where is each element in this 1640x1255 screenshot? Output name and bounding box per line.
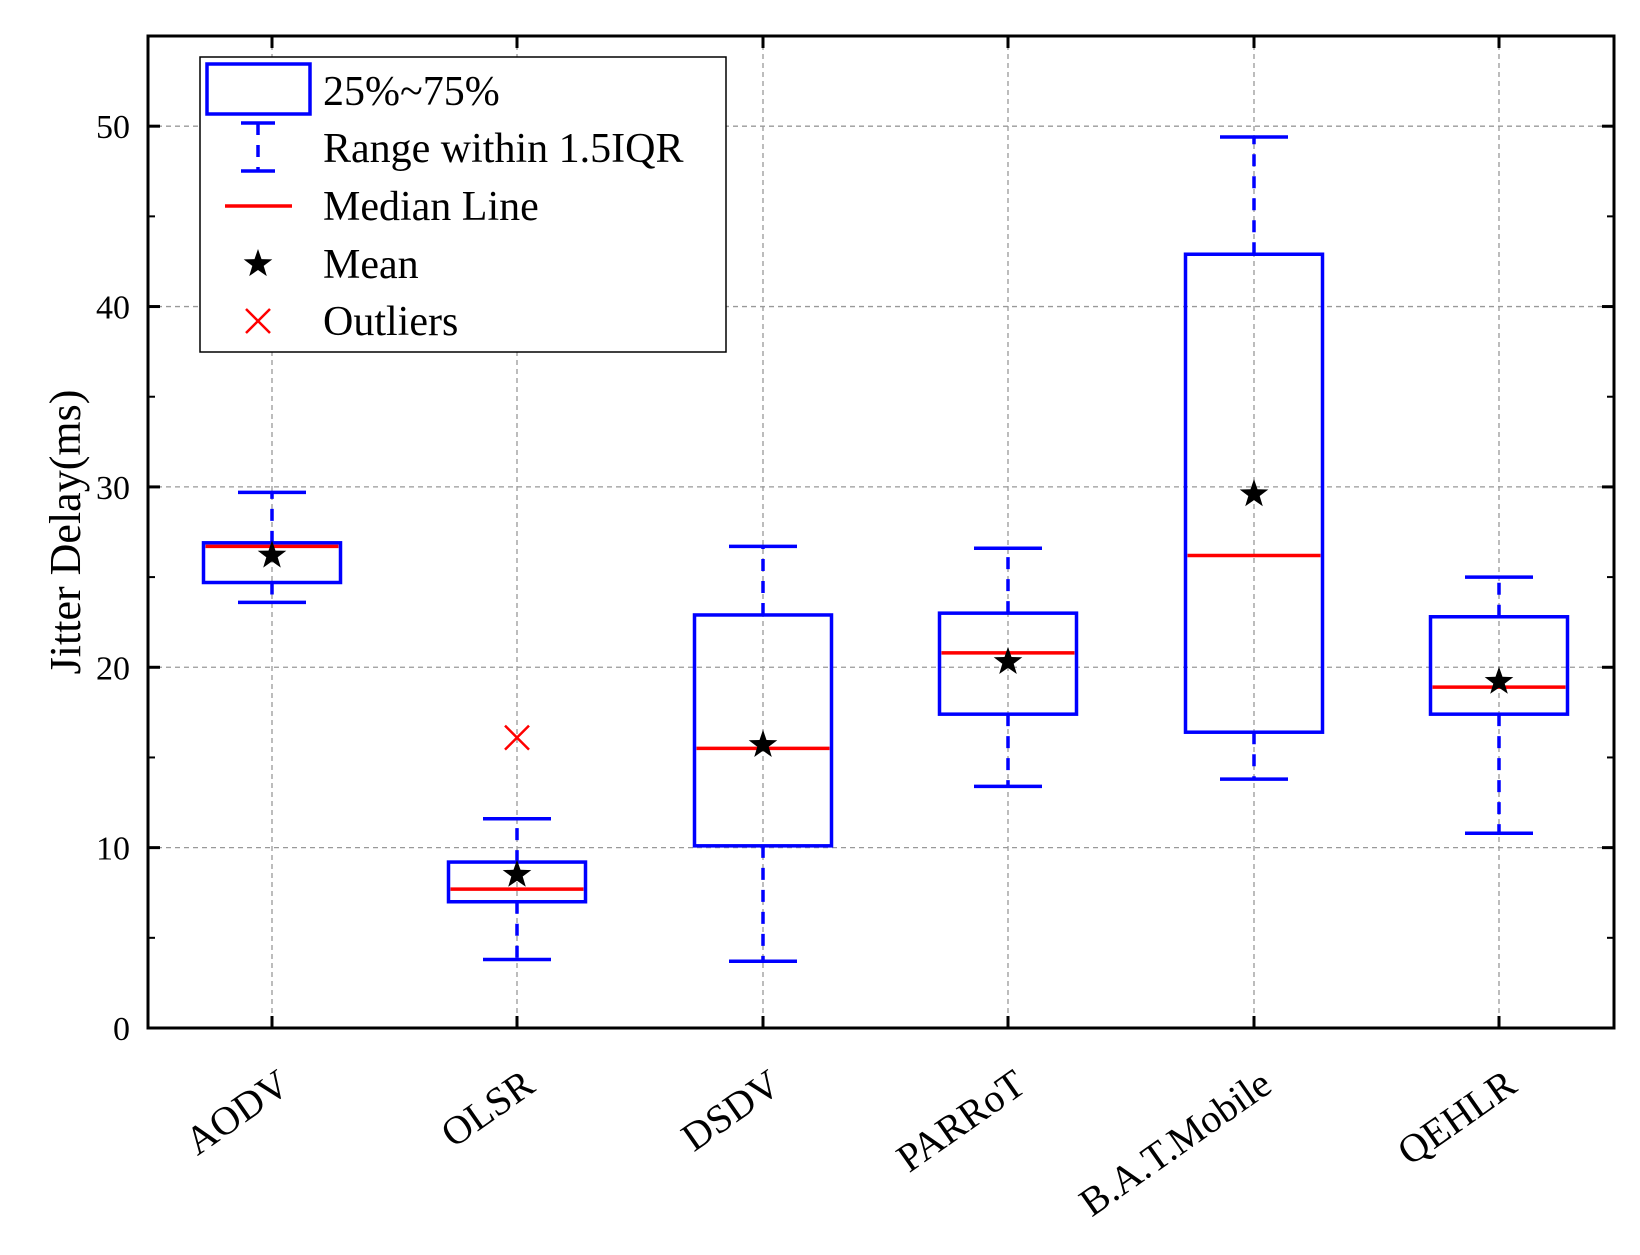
mean-marker xyxy=(502,859,532,887)
mean-marker xyxy=(993,646,1023,674)
iqr-box xyxy=(1428,615,1570,716)
box-aodv xyxy=(201,490,343,605)
x-category-label: AODV xyxy=(177,1060,298,1163)
legend-item-median: Median Line xyxy=(225,184,539,230)
x-category-label: DSDV xyxy=(673,1060,788,1159)
mean-marker xyxy=(1239,479,1269,507)
box-dsdv xyxy=(692,544,834,964)
legend-item-box: 25%~75% xyxy=(205,62,500,116)
y-tick-label: 50 xyxy=(96,109,130,146)
legend-mean-swatch xyxy=(243,249,273,277)
legend: 25%~75% Range within 1.5IQR Median Line Mea… xyxy=(199,56,727,353)
box-b-a-t-mobile xyxy=(1183,135,1325,781)
legend-outlier-swatch xyxy=(245,308,271,334)
mean-marker xyxy=(257,540,287,568)
y-tick-label: 30 xyxy=(96,470,130,507)
legend-label: Outliers xyxy=(323,299,458,345)
x-category-label: B.A.T.Mobile xyxy=(1071,1061,1279,1226)
box-olsr xyxy=(446,724,588,962)
legend-item-whisker: Range within 1.5IQR xyxy=(241,121,683,173)
y-tick-label: 40 xyxy=(96,290,130,327)
legend-label: Median Line xyxy=(323,184,539,230)
x-category-label: PARRoT xyxy=(888,1061,1033,1181)
x-category-label: QEHLR xyxy=(1389,1060,1524,1174)
y-tick-label: 0 xyxy=(113,1011,130,1048)
legend-label: 25%~75% xyxy=(323,69,500,115)
iqr-box xyxy=(937,611,1079,716)
legend-box-swatch xyxy=(205,62,312,116)
legend-item-mean: Mean xyxy=(243,242,419,288)
legend-item-outlier: Outliers xyxy=(245,299,458,345)
x-category-label: OLSR xyxy=(433,1060,543,1156)
plot-area xyxy=(201,135,1570,964)
iqr-box xyxy=(692,613,834,848)
y-axis-title: Jitter Delay(ms) xyxy=(41,390,90,675)
y-tick-label: 10 xyxy=(96,831,130,868)
legend-label: Mean xyxy=(323,242,419,288)
outlier-marker xyxy=(504,724,530,751)
box-qehlr xyxy=(1428,575,1570,835)
plot-frame xyxy=(146,34,1616,1030)
mean-marker xyxy=(1484,666,1514,694)
legend-label: Range within 1.5IQR xyxy=(323,126,683,172)
y-tick-label: 20 xyxy=(96,650,130,687)
iqr-box xyxy=(1183,252,1325,734)
mean-marker xyxy=(748,729,778,757)
box-parrot xyxy=(937,546,1079,789)
